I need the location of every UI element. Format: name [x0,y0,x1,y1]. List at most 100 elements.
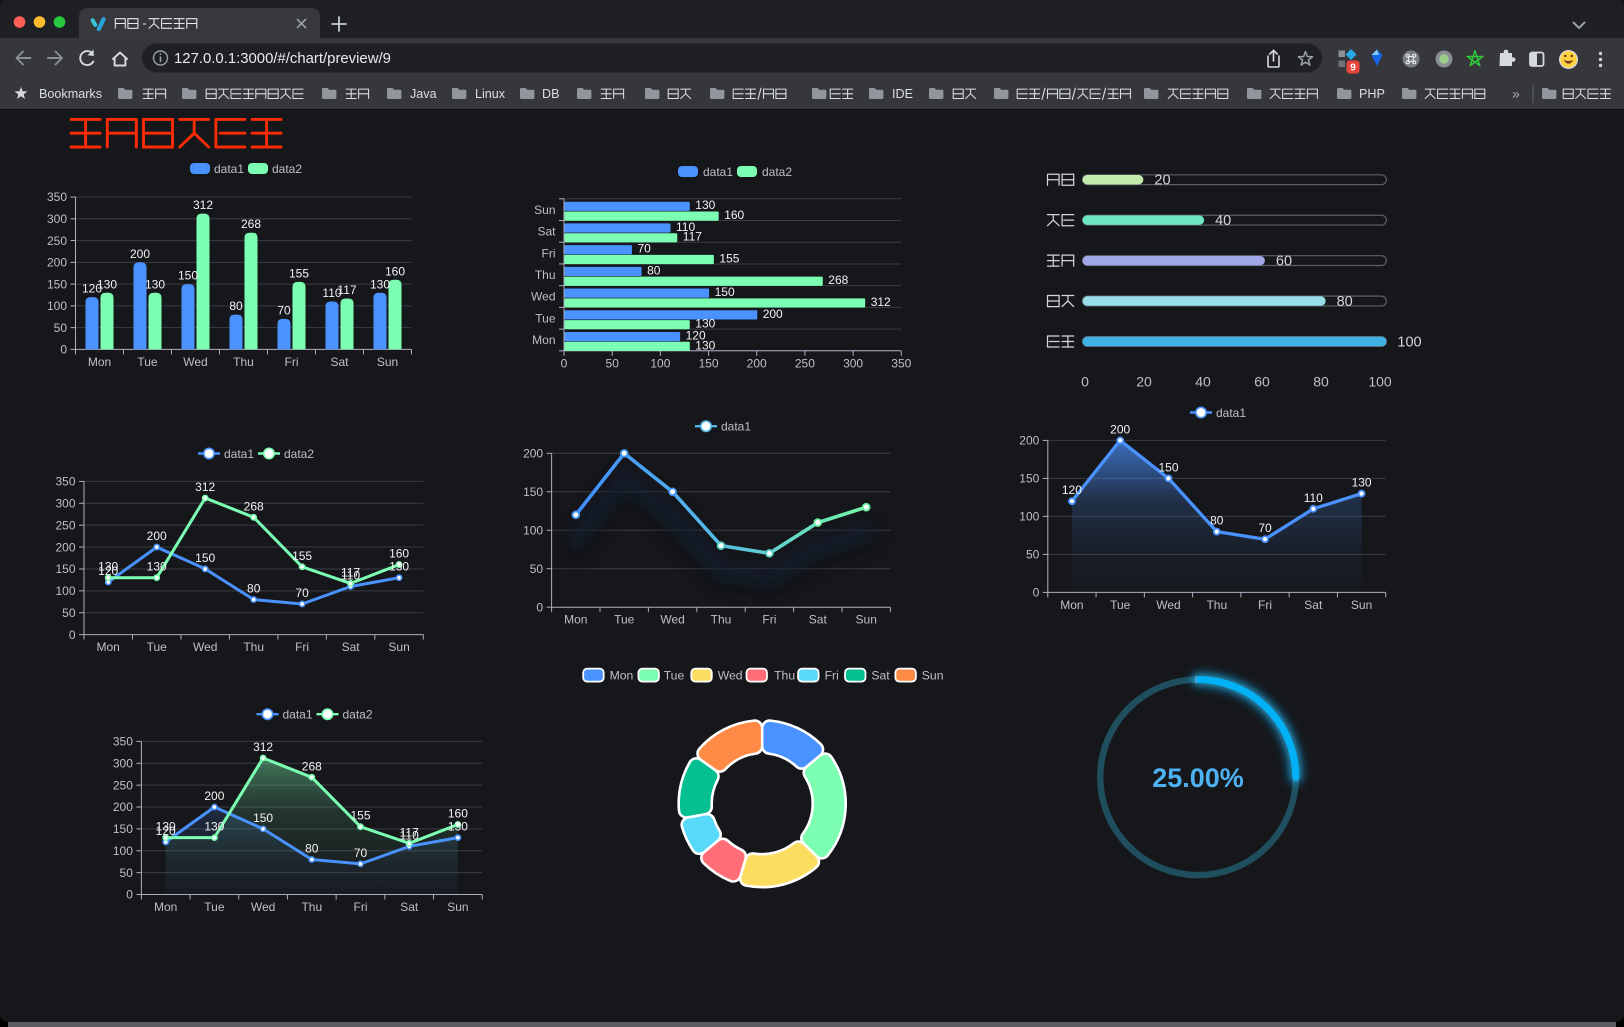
svg-text:Mon: Mon [610,668,634,682]
svg-text:50: 50 [120,866,134,880]
svg-text:60: 60 [1254,374,1270,390]
svg-text:70: 70 [354,846,368,860]
svg-text:Mon: Mon [564,613,587,627]
svg-text:130: 130 [145,277,165,291]
svg-text:data2: data2 [284,447,314,461]
svg-text:200: 200 [523,447,543,461]
svg-text:9: 9 [1350,63,1356,74]
svg-text:150: 150 [55,562,75,576]
svg-text:Mon: Mon [1060,598,1083,612]
svg-text:0: 0 [536,600,543,614]
svg-text:Java: Java [410,87,437,101]
svg-text:150: 150 [715,285,735,299]
svg-text:130: 130 [695,198,715,212]
svg-text:160: 160 [724,208,744,222]
svg-text:0: 0 [60,343,67,357]
svg-text:»: » [1512,86,1520,102]
svg-text:312: 312 [871,295,891,309]
svg-text:200: 200 [1019,434,1039,448]
svg-text:Sun: Sun [922,668,944,682]
svg-text:50: 50 [62,606,76,620]
svg-text:312: 312 [193,198,213,212]
svg-text:data2: data2 [272,162,302,176]
svg-text:Wed: Wed [660,613,684,627]
svg-text:Fri: Fri [354,900,368,914]
svg-text:160: 160 [385,264,405,278]
svg-text:Fri: Fri [762,613,776,627]
svg-text:200: 200 [147,529,167,543]
svg-text:100: 100 [1397,335,1421,351]
svg-text:110: 110 [676,220,695,234]
svg-text:110: 110 [400,828,419,842]
svg-text:200: 200 [130,247,150,261]
svg-text:130: 130 [370,277,390,291]
svg-text:200: 200 [113,800,133,814]
svg-text:160: 160 [389,547,409,561]
svg-text:350: 350 [47,190,67,204]
svg-text:100: 100 [1019,510,1039,524]
svg-text:Thu: Thu [535,268,556,282]
svg-text:150: 150 [1158,460,1178,474]
svg-text:300: 300 [843,356,863,370]
svg-text:117: 117 [683,230,702,244]
svg-text:155: 155 [289,266,309,280]
svg-text:80: 80 [305,842,319,856]
svg-text:data2: data2 [343,708,373,722]
svg-text:Mon: Mon [97,640,120,654]
svg-text:Tue: Tue [204,900,225,914]
svg-text:200: 200 [1110,422,1130,436]
svg-text:Sat: Sat [871,668,890,682]
svg-text:Sat: Sat [342,640,361,654]
svg-text:100: 100 [1368,374,1392,390]
svg-text:Linux: Linux [475,87,506,101]
svg-text:130: 130 [695,338,715,352]
svg-text:268: 268 [828,273,848,287]
svg-text:data1: data1 [224,447,254,461]
svg-text:150: 150 [253,811,273,825]
svg-text:250: 250 [113,778,133,792]
svg-text:70: 70 [277,303,291,317]
svg-text:50: 50 [606,356,620,370]
svg-text:data1: data1 [703,165,733,179]
svg-text:data1: data1 [283,708,313,722]
svg-text:Tue: Tue [535,311,556,325]
svg-text:70: 70 [1258,521,1272,535]
svg-text:100: 100 [523,524,543,538]
svg-text:Tue: Tue [1110,598,1131,612]
svg-text:Sat: Sat [809,613,828,627]
svg-text:130: 130 [1352,476,1372,490]
svg-text:Thu: Thu [233,355,254,369]
svg-text:0: 0 [1033,586,1040,600]
svg-text:200: 200 [55,540,75,554]
svg-text:110: 110 [322,286,341,300]
svg-text:Wed: Wed [183,355,207,369]
svg-text:Sun: Sun [388,640,409,654]
svg-text:Sat: Sat [1304,598,1323,612]
svg-text:Tue: Tue [137,355,158,369]
svg-text:Tue: Tue [664,668,685,682]
svg-text:150: 150 [1019,472,1039,486]
svg-text:Mon: Mon [88,355,111,369]
svg-text:130: 130 [97,277,117,291]
svg-text:150: 150 [523,485,543,499]
svg-text:Sat: Sat [330,355,349,369]
svg-text:268: 268 [302,759,322,773]
svg-text:120: 120 [1062,483,1082,497]
svg-text:117: 117 [337,283,356,297]
svg-text:80: 80 [229,299,243,313]
svg-text:200: 200 [204,789,224,803]
svg-text:300: 300 [55,497,75,511]
svg-text:312: 312 [195,480,215,494]
svg-text:Thu: Thu [774,668,795,682]
svg-text:160: 160 [448,807,468,821]
svg-text:80: 80 [1313,374,1329,390]
svg-text:268: 268 [244,499,264,513]
svg-text:350: 350 [113,735,133,749]
svg-text:Fri: Fri [825,668,839,682]
svg-text:Bookmarks: Bookmarks [39,87,102,101]
svg-text:130: 130 [98,560,118,574]
svg-text:100: 100 [55,584,75,598]
svg-text:150: 150 [113,822,133,836]
svg-text:150: 150 [178,269,198,283]
svg-text:data1: data1 [1216,406,1246,420]
